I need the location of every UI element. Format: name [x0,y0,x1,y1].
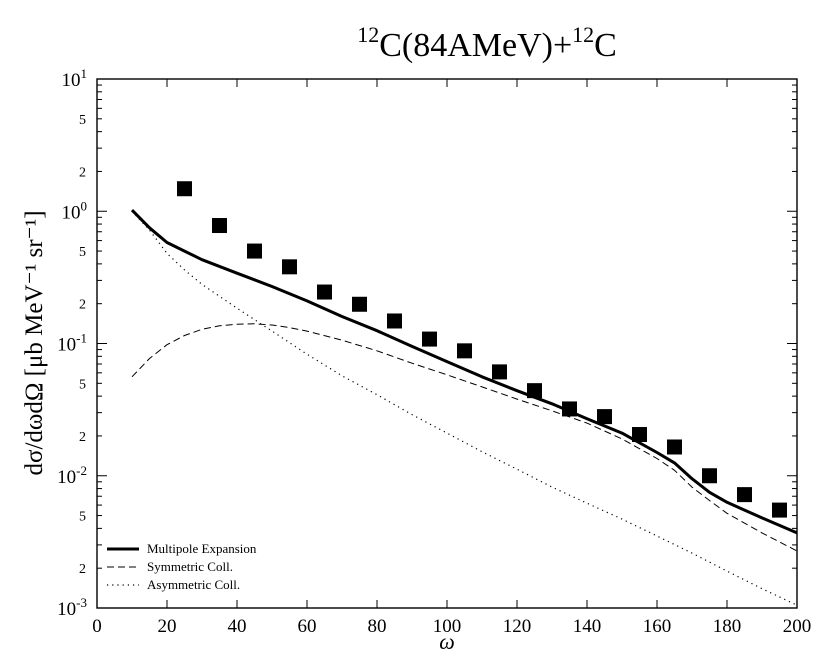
data-marker [562,401,577,417]
data-marker [177,181,192,197]
title-projectile: C(84AMeV)+ [379,27,572,64]
y-tick-label: 10-1 [57,331,87,356]
x-tick-label: 40 [228,616,247,637]
y-tick-label: 101 [62,66,88,91]
y-minor-tick-label: 2 [79,430,86,445]
x-tick-label: 200 [783,616,812,637]
data-marker [317,284,332,300]
data-marker [212,218,227,234]
y-minor-tick-label: 5 [79,510,86,525]
x-tick-label: 160 [643,616,672,637]
data-marker [352,296,367,312]
data-marker [247,243,262,259]
legend: Multipole Expansion Symmetric Coll. Asymme… [107,541,257,592]
x-tick-label: 180 [713,616,742,637]
series-curves [130,209,798,606]
x-tick-label: 80 [368,616,387,637]
y-minor-tick-label: 2 [79,165,86,180]
x-tick-labels: 0 20 40 60 80 100 120 140 160 180 200 [92,616,811,637]
data-marker [457,343,472,359]
y-minor-tick-label: 2 [79,298,86,313]
y-tick-labels: 101 100 10-1 10-2 10-3 5 2 5 2 5 2 5 2 [57,66,87,620]
y-minor-tick-label: 2 [79,562,86,577]
title-target-mass: 12 [572,22,594,47]
y-tick-label: 100 [62,198,88,223]
data-marker [492,364,507,380]
data-marker [422,331,437,347]
plot-area-frame [96,78,798,609]
data-marker [282,259,297,275]
x-tick-label: 0 [92,616,102,637]
x-axis-label: ω [439,629,455,651]
y-minor-tick-label: 5 [79,113,86,128]
x-tick-label: 100 [433,616,462,637]
data-marker [702,468,717,484]
series-line-1 [130,209,798,535]
data-marker [597,409,612,425]
data-marker [387,313,402,329]
data-markers [177,181,787,518]
x-tick-label: 120 [503,616,532,637]
title-target: C [594,27,617,64]
y-axis-label: dσ/dωdΩ [μb MeV⁻¹ sr⁻¹] [21,210,48,475]
legend-label: Asymmetric Coll. [147,577,240,592]
chart-title: 12C(84AMeV)+12C [357,22,617,64]
legend-label: Symmetric Coll. [147,559,233,574]
x-tick-label: 60 [298,616,317,637]
y-tick-label: 10-3 [57,595,87,620]
data-marker [737,487,752,503]
data-marker [527,383,542,399]
y-minor-tick-label: 5 [79,377,86,392]
data-marker [632,427,647,443]
series-line-2 [131,323,798,552]
y-tick-label: 10-2 [57,463,87,488]
data-marker [667,439,682,455]
axis-ticks [96,79,798,609]
y-minor-tick-label: 5 [79,245,86,260]
title-projectile-mass: 12 [357,22,379,47]
data-marker [772,502,787,518]
legend-label: Multipole Expansion [147,541,257,556]
x-tick-label: 140 [573,616,602,637]
x-tick-label: 20 [158,616,177,637]
